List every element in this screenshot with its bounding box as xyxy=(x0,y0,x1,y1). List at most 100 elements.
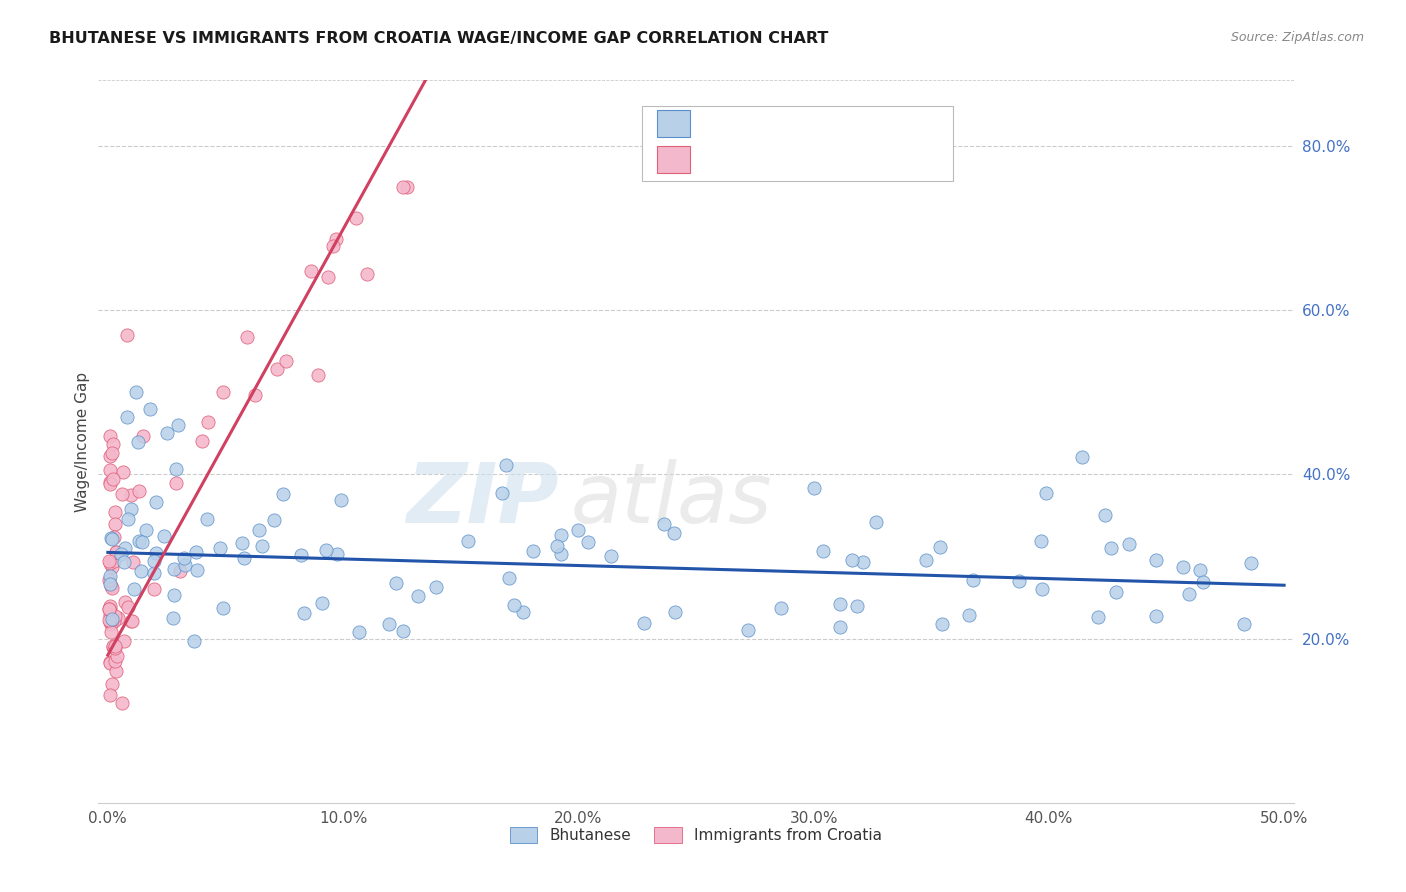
Point xyxy=(929,541,952,555)
Point xyxy=(1099,541,1122,556)
Point xyxy=(1240,556,1263,570)
Point xyxy=(962,573,984,587)
Point xyxy=(1087,610,1109,624)
Point xyxy=(245,387,267,401)
Point xyxy=(104,516,127,531)
Point xyxy=(131,534,153,549)
Point xyxy=(567,523,589,537)
Point xyxy=(491,486,513,500)
Point xyxy=(311,596,333,610)
Text: atlas: atlas xyxy=(571,458,772,540)
Point xyxy=(329,492,352,507)
Point xyxy=(101,581,124,595)
Point xyxy=(299,263,322,277)
Point xyxy=(115,409,138,424)
Point xyxy=(1188,563,1211,577)
Point xyxy=(1144,553,1167,567)
Point xyxy=(212,601,235,615)
Point xyxy=(97,601,120,615)
Point xyxy=(191,434,214,449)
Point xyxy=(98,429,121,443)
Point xyxy=(131,564,153,578)
Point xyxy=(105,545,128,559)
Point xyxy=(101,445,124,459)
Point xyxy=(156,426,179,441)
Point xyxy=(495,458,517,472)
Point xyxy=(98,463,121,477)
Point xyxy=(111,696,134,710)
Point xyxy=(326,547,349,561)
Point xyxy=(576,535,599,549)
Point xyxy=(378,616,401,631)
Point xyxy=(115,327,138,342)
Point xyxy=(98,602,121,616)
Point xyxy=(98,477,121,491)
Y-axis label: Wage/Income Gap: Wage/Income Gap xyxy=(75,371,90,512)
Point xyxy=(811,544,834,558)
Point xyxy=(1177,587,1199,601)
Point xyxy=(931,617,953,632)
Point xyxy=(1233,617,1256,632)
Point xyxy=(290,548,312,562)
Point xyxy=(98,607,121,622)
Point xyxy=(599,549,621,563)
Point xyxy=(153,529,176,543)
Point xyxy=(250,540,273,554)
Point xyxy=(356,267,378,281)
Legend: Bhutanese, Immigrants from Croatia: Bhutanese, Immigrants from Croatia xyxy=(503,822,889,849)
Text: N =: N = xyxy=(837,153,876,168)
Point xyxy=(107,611,129,625)
Point xyxy=(112,465,135,479)
Point xyxy=(209,541,232,555)
Point xyxy=(1029,534,1052,549)
Point xyxy=(325,232,347,246)
Text: R =: R = xyxy=(704,116,738,131)
Point xyxy=(865,515,887,529)
Point xyxy=(101,559,124,574)
Point xyxy=(112,634,135,648)
Point xyxy=(98,656,121,670)
Point xyxy=(174,558,197,573)
Point xyxy=(247,523,270,537)
Point xyxy=(98,450,121,464)
Point xyxy=(167,418,190,433)
Point xyxy=(142,582,165,596)
Point xyxy=(105,544,128,558)
Point xyxy=(503,599,526,613)
Point xyxy=(104,655,127,669)
Point xyxy=(145,547,167,561)
Point xyxy=(1192,575,1215,590)
Point xyxy=(322,239,344,253)
Point xyxy=(128,534,150,549)
Point xyxy=(98,577,121,591)
Point xyxy=(103,640,125,654)
Text: ZIP: ZIP xyxy=(406,458,558,540)
Point xyxy=(104,640,127,655)
Point xyxy=(498,571,520,585)
Point xyxy=(664,605,686,619)
Point xyxy=(104,608,127,623)
Point xyxy=(103,531,125,545)
Point xyxy=(114,595,136,609)
Point xyxy=(98,656,121,670)
Point xyxy=(101,437,124,451)
Point xyxy=(122,582,145,597)
Point xyxy=(135,523,157,537)
Point xyxy=(100,531,122,545)
Point xyxy=(97,613,120,627)
Point xyxy=(915,552,938,566)
Point xyxy=(457,534,479,549)
Point xyxy=(98,569,121,583)
Point xyxy=(846,599,869,613)
Point xyxy=(406,590,429,604)
Text: Source: ZipAtlas.com: Source: ZipAtlas.com xyxy=(1230,31,1364,45)
Point xyxy=(165,475,187,490)
Point xyxy=(344,211,367,225)
Point xyxy=(263,513,285,527)
Point xyxy=(211,384,233,399)
FancyBboxPatch shape xyxy=(643,105,953,181)
Point xyxy=(101,472,124,486)
Point xyxy=(165,462,187,476)
Point xyxy=(769,601,792,615)
Point xyxy=(132,429,155,443)
